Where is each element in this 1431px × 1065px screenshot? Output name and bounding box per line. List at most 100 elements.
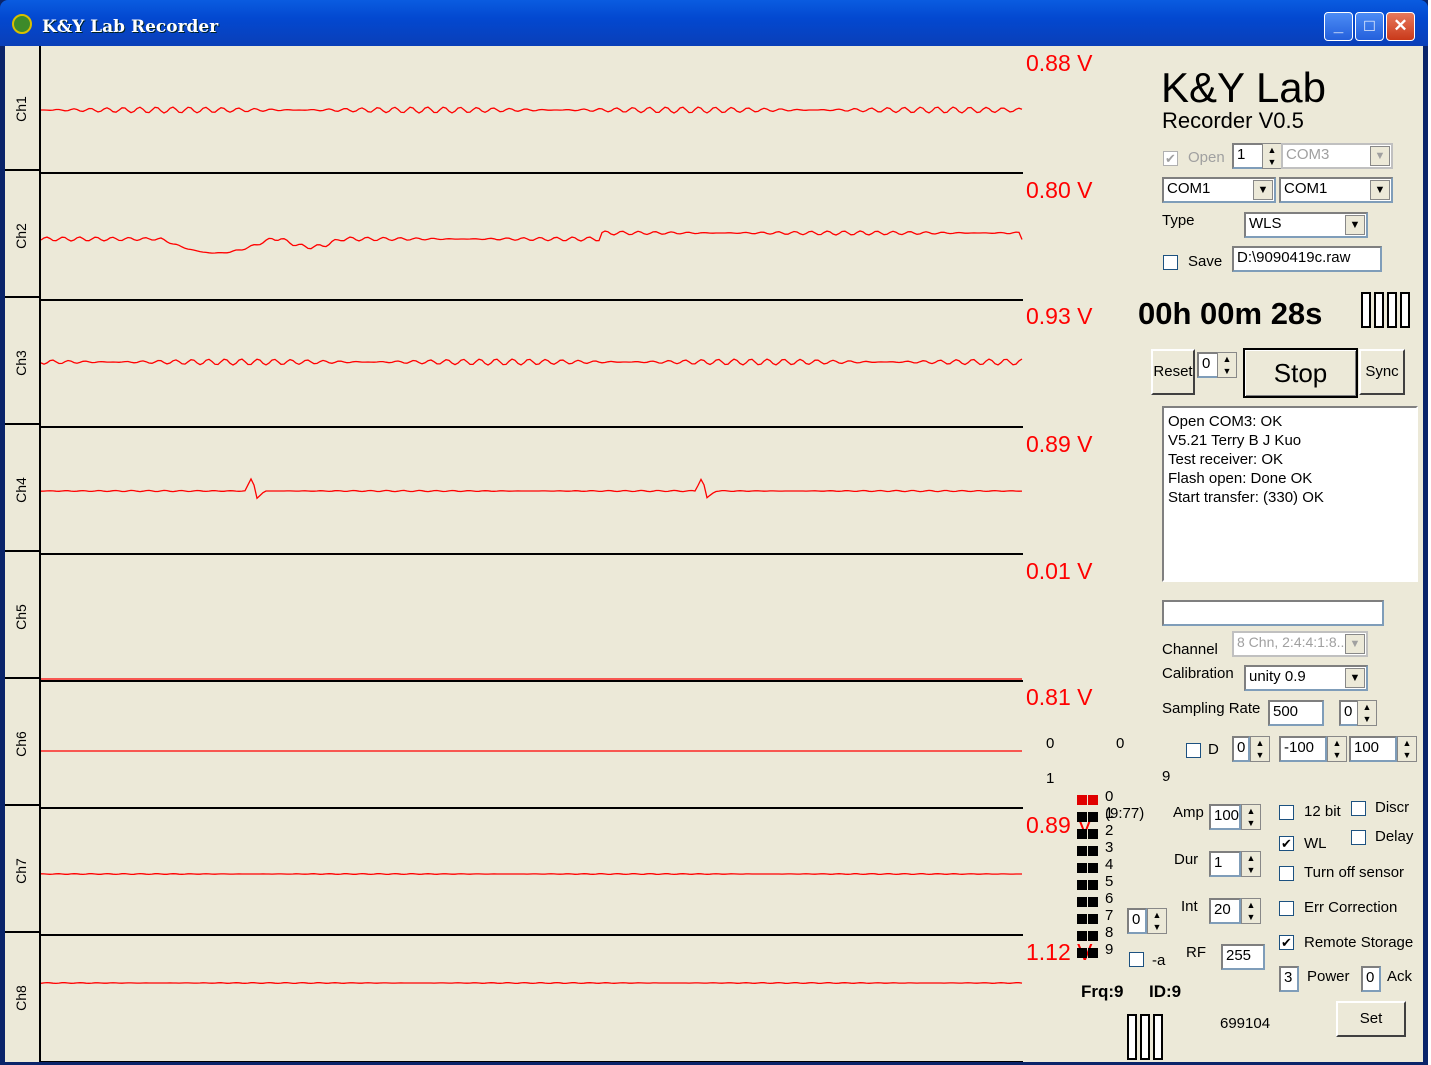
- window-title: K&Y Lab Recorder: [42, 17, 219, 37]
- turn-off-sensor-checkbox[interactable]: [1279, 866, 1294, 881]
- id-readout: ID:9: [1149, 982, 1182, 1001]
- counter-c: 1: [1046, 770, 1055, 787]
- ch6-voltage: 0.81 V: [1026, 684, 1093, 710]
- ch1-voltage: 0.88 V: [1026, 50, 1093, 76]
- status-log[interactable]: Open COM3: OK V5.21 Terry B J Kuo Test r…: [1162, 406, 1418, 582]
- elapsed-timer: 00h 00m 28s: [1138, 296, 1323, 331]
- channel-label: Ch7: [5, 808, 41, 933]
- remote-storage-checkbox[interactable]: ✔: [1279, 935, 1294, 950]
- stop-button[interactable]: Stop: [1243, 348, 1358, 398]
- set-button[interactable]: Set: [1336, 1001, 1406, 1037]
- wl-checkbox[interactable]: ✔: [1279, 836, 1294, 851]
- reset-button[interactable]: Reset: [1151, 349, 1195, 395]
- led-indicator: [1088, 948, 1098, 958]
- sampling-spin-field[interactable]: 0: [1339, 700, 1359, 726]
- d-value-1[interactable]: 0: [1232, 736, 1250, 762]
- int-label: Int: [1181, 898, 1198, 915]
- 12bit-checkbox[interactable]: [1279, 805, 1294, 820]
- dur-field[interactable]: 1: [1209, 851, 1241, 877]
- dur-label: Dur: [1174, 851, 1199, 868]
- save-path-field[interactable]: D:\9090419c.raw: [1232, 246, 1382, 272]
- d-spinner-3[interactable]: ▲ ▼: [1397, 736, 1417, 762]
- sync-button[interactable]: Sync: [1359, 349, 1405, 395]
- command-input[interactable]: [1162, 600, 1384, 626]
- led-indicator: [1088, 914, 1098, 924]
- signal-plot-area[interactable]: [41, 46, 1023, 1062]
- sampling-rate-field[interactable]: 500: [1268, 700, 1324, 726]
- ch4-voltage: 0.89 V: [1026, 431, 1093, 457]
- sampling-spinner[interactable]: ▲ ▼: [1357, 700, 1377, 726]
- chevron-down-icon: ▼: [1345, 215, 1365, 235]
- channel-label-column: Ch1 Ch2 Ch3 Ch4 Ch5 Ch6 Ch7 Ch8: [5, 46, 41, 1062]
- channel-led-indicator: 0 (9:77) 1 2 3 4 5 6 7 8 9: [1077, 788, 1144, 962]
- maximize-button[interactable]: □: [1355, 12, 1384, 41]
- wl-label: WL: [1304, 835, 1327, 852]
- channel-trace: [41, 477, 1023, 500]
- channel-label: Ch3: [5, 300, 41, 425]
- led-label: 9: [1105, 941, 1114, 958]
- err-correction-checkbox[interactable]: [1279, 901, 1294, 916]
- d-spinner-2[interactable]: ▲ ▼: [1327, 736, 1347, 762]
- discr-checkbox[interactable]: [1351, 801, 1366, 816]
- open-checkbox[interactable]: ✔: [1163, 151, 1178, 166]
- int-spinner[interactable]: ▲ ▼: [1241, 898, 1261, 924]
- log-line: Start transfer: (330) OK: [1168, 489, 1324, 506]
- port-index-spinner[interactable]: ▲ ▼: [1262, 143, 1282, 169]
- rf-label: RF: [1186, 944, 1206, 961]
- com-port-a-select[interactable]: COM1 ▼: [1162, 177, 1276, 203]
- type-select[interactable]: WLS ▼: [1244, 212, 1368, 238]
- amp-spinner[interactable]: ▲ ▼: [1241, 804, 1261, 830]
- rf-field[interactable]: 255: [1221, 944, 1265, 970]
- title-bar[interactable]: K&Y Lab Recorder _ □ ✕: [0, 0, 1428, 46]
- ch3-voltage: 0.93 V: [1026, 303, 1093, 329]
- neg-a-checkbox[interactable]: [1129, 952, 1144, 967]
- counter-a: 0: [1046, 735, 1055, 752]
- led-indicator: [1077, 931, 1087, 941]
- battery-bars-icon: [1127, 1014, 1163, 1060]
- calibration-select[interactable]: unity 0.9 ▼: [1244, 665, 1368, 691]
- ack-field[interactable]: 0: [1361, 966, 1381, 992]
- misc-spinner[interactable]: ▲ ▼: [1147, 908, 1167, 934]
- reset-value-field[interactable]: 0: [1197, 352, 1219, 378]
- channel-label: Ch4: [5, 427, 41, 552]
- amp-field[interactable]: 100: [1209, 804, 1241, 830]
- led-label: 3: [1105, 839, 1114, 856]
- delay-checkbox[interactable]: [1351, 830, 1366, 845]
- led-label: 7: [1105, 907, 1114, 924]
- led-label: 4: [1105, 856, 1114, 873]
- log-line: Open COM3: OK: [1168, 413, 1283, 430]
- d-value-2[interactable]: -100: [1279, 736, 1327, 762]
- d-checkbox[interactable]: [1186, 743, 1201, 758]
- neg-a-label: -a: [1152, 952, 1166, 969]
- open-label: Open: [1188, 149, 1225, 166]
- com-port-select[interactable]: COM3 ▼: [1281, 143, 1393, 169]
- app-icon[interactable]: [12, 14, 32, 34]
- chevron-down-icon: ▼: [1253, 180, 1273, 200]
- dur-spinner[interactable]: ▲ ▼: [1241, 851, 1261, 877]
- turn-off-sensor-label: Turn off sensor: [1304, 864, 1405, 881]
- log-line: V5.21 Terry B J Kuo: [1168, 432, 1302, 449]
- int-field[interactable]: 20: [1209, 898, 1241, 924]
- misc-spin-field[interactable]: 0: [1127, 908, 1147, 934]
- signal-bars-icon: [1361, 292, 1410, 328]
- port-index-field[interactable]: 1: [1232, 143, 1264, 169]
- led-label: 0 (9:77): [1105, 788, 1145, 822]
- led-label: 6: [1105, 890, 1114, 907]
- d-spinner-1[interactable]: ▲ ▼: [1250, 736, 1270, 762]
- led-indicator: [1077, 863, 1087, 873]
- led-indicator: [1077, 914, 1087, 924]
- power-field[interactable]: 3: [1279, 966, 1299, 992]
- packet-counter: 699104: [1220, 1015, 1271, 1032]
- minimize-button[interactable]: _: [1324, 12, 1353, 41]
- save-checkbox[interactable]: [1163, 255, 1178, 270]
- led-indicator: [1088, 863, 1098, 873]
- brand-version: Recorder V0.5: [1162, 108, 1304, 133]
- led-indicator: [1088, 897, 1098, 907]
- com-port-b-select[interactable]: COM1 ▼: [1279, 177, 1393, 203]
- channel-select[interactable]: 8 Chn, 2:4:4:1:8.. ▼: [1232, 631, 1368, 657]
- led-label: 5: [1105, 873, 1114, 890]
- d-value-3[interactable]: 100: [1349, 736, 1397, 762]
- close-button[interactable]: ✕: [1386, 12, 1415, 41]
- reset-value-spinner[interactable]: ▲ ▼: [1217, 352, 1237, 378]
- led-indicator: [1088, 880, 1098, 890]
